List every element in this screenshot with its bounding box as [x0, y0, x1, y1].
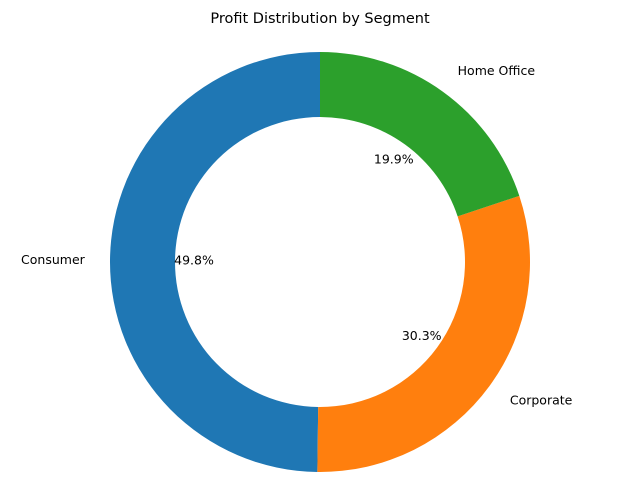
donut-slices: [109, 52, 530, 472]
chart-title: Profit Distribution by Segment: [210, 11, 430, 27]
slice-consumer: [109, 52, 320, 472]
slice-corporate: [317, 195, 530, 472]
slice-pct-corporate: 30.3%: [402, 328, 442, 343]
slice-pct-consumer: 49.8%: [174, 253, 214, 268]
slice-label-consumer: Consumer: [21, 252, 86, 267]
slice-labels: Consumer 49.8% Corporate 30.3% Home Office 19…: [21, 63, 573, 408]
slice-label-corporate: Corporate: [510, 392, 573, 407]
slice-label-home-office: Home Office: [458, 63, 536, 78]
slice-home-office: [320, 52, 520, 217]
slice-pct-home-office: 19.9%: [374, 151, 414, 166]
